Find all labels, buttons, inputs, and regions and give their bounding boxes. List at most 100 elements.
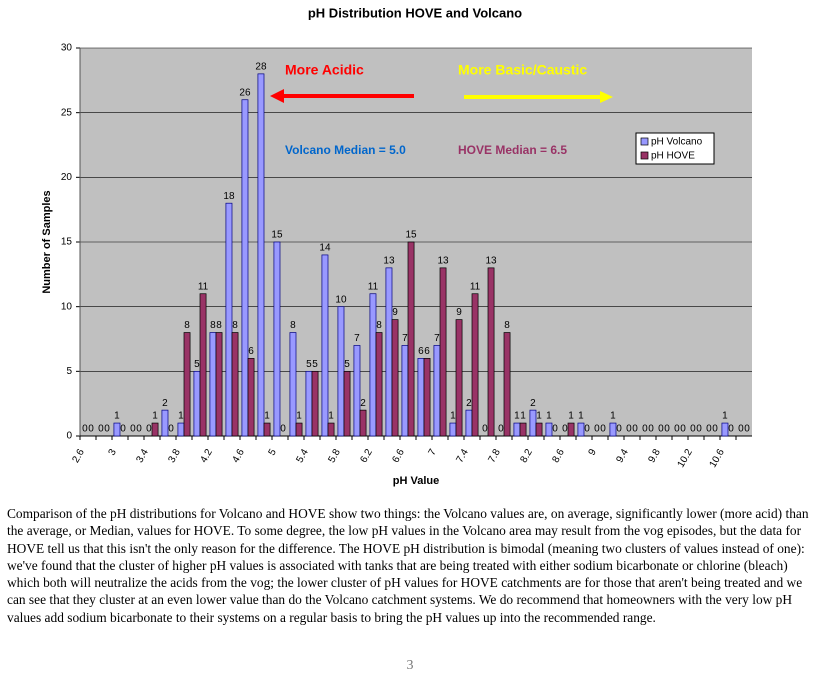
data-label: 0 [146,424,152,435]
data-label: 0 [130,424,136,435]
bar [327,422,335,437]
data-label: 26 [239,87,251,98]
bar [273,241,281,437]
data-label: 0 [696,424,702,435]
data-label: 0 [680,424,686,435]
bar [545,422,553,437]
data-label: 2 [530,398,536,409]
data-label: 1 [450,411,456,422]
x-tick-label: 7.4 [454,447,471,465]
x-tick-label: 5.4 [294,447,311,465]
data-label: 8 [504,320,510,331]
x-tick-label: 8.6 [550,447,567,465]
bar [263,422,271,437]
data-label: 8 [210,320,216,331]
bar [295,422,303,437]
data-label: 0 [552,424,558,435]
x-tick-label: 9 [587,447,600,458]
data-label: 0 [136,424,142,435]
data-label: 0 [88,424,94,435]
data-label: 1 [722,411,728,422]
data-label: 0 [168,424,174,435]
bar [161,409,169,437]
bar [529,409,537,437]
y-tick-label: 5 [66,366,72,377]
bar [257,73,265,437]
bar [289,332,297,437]
bar [209,332,217,437]
bar [177,422,185,437]
data-label: 0 [104,424,110,435]
data-label: 1 [114,411,120,422]
data-label: 8 [216,320,222,331]
bar [513,422,521,437]
data-label: 0 [498,424,504,435]
data-label: 13 [485,256,497,267]
paragraph: Comparison of the pH distributions for V… [7,506,809,625]
bar [241,99,249,437]
data-label: 15 [405,230,417,241]
bar [385,267,393,437]
annotation: More Basic/Caustic [458,62,587,78]
data-label: 7 [434,333,440,344]
data-label: 13 [383,256,395,267]
bar [609,422,617,437]
data-label: 1 [178,411,184,422]
data-label: 8 [376,320,382,331]
bar [375,332,383,437]
bar [423,358,431,437]
data-label: 1 [610,411,616,422]
data-label: 0 [616,424,622,435]
data-label: 0 [658,424,664,435]
bar [417,358,425,437]
legend-label: pH Volcano [651,137,703,148]
bar [369,293,377,437]
bar [577,422,585,437]
bar [471,293,479,437]
data-label: 0 [482,424,488,435]
data-label: 1 [536,411,542,422]
bar [433,345,441,437]
x-tick-label: 6.2 [358,447,375,465]
data-label: 0 [280,424,286,435]
data-label: 0 [712,424,718,435]
data-label: 0 [728,424,734,435]
data-label: 28 [255,62,267,73]
data-label: 0 [674,424,680,435]
x-tick-label: 3 [107,447,120,458]
bar [231,332,239,437]
chart: pH Distribution HOVE and Volcano pH Valu… [41,5,752,487]
bar [193,370,201,437]
data-label: 0 [82,424,88,435]
bar [449,422,457,437]
x-tick-label: 7 [427,447,440,458]
data-label: 0 [664,424,670,435]
bar [455,319,463,437]
bar [311,370,319,437]
data-label: 10 [335,294,347,305]
x-tick-label: 6.6 [390,447,407,465]
bar [343,370,351,437]
bar [721,422,729,437]
data-label: 0 [706,424,712,435]
data-label: 6 [418,346,424,357]
x-tick-label: 8.2 [518,447,535,465]
data-label: 1 [578,411,584,422]
y-tick-label: 25 [61,107,73,118]
bar [407,241,415,437]
y-tick-label: 20 [61,172,73,183]
data-label: 11 [368,281,379,292]
bar [353,345,361,437]
bar [401,345,409,437]
bar [487,267,495,437]
data-label: 1 [296,411,302,422]
data-label: 6 [424,346,430,357]
data-label: 1 [520,411,526,422]
data-label: 8 [290,320,296,331]
bar [535,422,543,437]
data-label: 0 [600,424,606,435]
bar [503,332,511,437]
bar [225,202,233,437]
data-label: 18 [223,191,235,202]
